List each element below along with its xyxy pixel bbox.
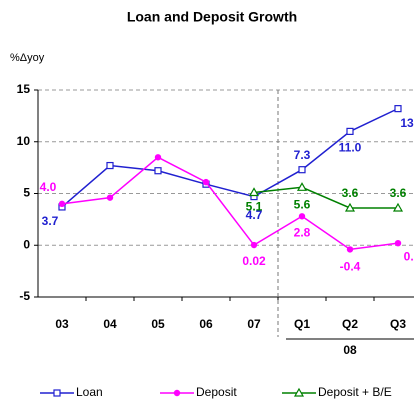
value-label: 3.7 [42, 214, 59, 228]
value-label: 0.2 [404, 249, 414, 263]
legend-marker [173, 389, 181, 397]
x-tick-label: 06 [199, 317, 213, 331]
marker [344, 202, 356, 212]
value-label: 7.3 [294, 148, 311, 162]
marker [346, 246, 354, 253]
group-label: 08 [343, 343, 357, 357]
value-label: 4.0 [40, 180, 57, 194]
value-label: 2.8 [294, 225, 311, 239]
marker [58, 200, 66, 208]
legend-label: Loan [76, 385, 103, 399]
marker [154, 154, 162, 161]
marker [106, 161, 114, 170]
marker [392, 202, 404, 212]
x-tick-label: Q3 [390, 317, 406, 331]
marker [298, 166, 306, 174]
value-label: 0.02 [242, 254, 266, 268]
value-label: 3.6 [342, 186, 359, 200]
y-tick-label: 5 [23, 186, 30, 200]
x-tick-label: 03 [55, 317, 69, 331]
marker [394, 239, 402, 247]
marker [106, 194, 114, 201]
value-label: 11.0 [339, 141, 362, 155]
x-tick-label: Q2 [342, 317, 358, 331]
value-label: 5.1 [246, 200, 263, 214]
series: 4.0 0.02 2.8 -0.4 0.2 [40, 154, 414, 274]
marker [248, 187, 260, 197]
series: 5.1 5.6 3.6 3.6 [246, 182, 407, 214]
marker [298, 213, 306, 220]
legend-label: Deposit [196, 385, 237, 399]
legend-marker [293, 387, 305, 397]
marker [154, 167, 162, 175]
y-axis-label: %Δyoy [10, 52, 45, 64]
y-tick-label: 0 [23, 237, 30, 251]
legend-label: Deposit + B/E [318, 385, 392, 399]
marker [250, 241, 258, 249]
value-label: 3.6 [390, 186, 407, 200]
value-label: 13.2 [400, 116, 414, 130]
series-line [61, 156, 399, 251]
marker [296, 182, 308, 191]
marker [394, 105, 402, 113]
y-tick-label: 10 [17, 134, 31, 148]
series-line [61, 107, 399, 208]
legend-marker [53, 389, 61, 397]
value-label: 4.7 [246, 208, 263, 222]
chart-title: Loan and Deposit Growth [127, 9, 297, 25]
x-tick-label: 04 [103, 317, 117, 331]
marker [346, 127, 354, 135]
x-tick-label: 07 [247, 317, 261, 331]
y-tick-label: 15 [17, 82, 31, 96]
value-label: -0.4 [340, 260, 361, 274]
x-tick-label: 05 [151, 317, 165, 331]
marker [202, 178, 210, 186]
y-tick-label: -5 [19, 289, 30, 303]
value-label: 5.6 [294, 197, 311, 211]
series-line [253, 186, 398, 209]
x-tick-label: Q1 [294, 317, 310, 331]
